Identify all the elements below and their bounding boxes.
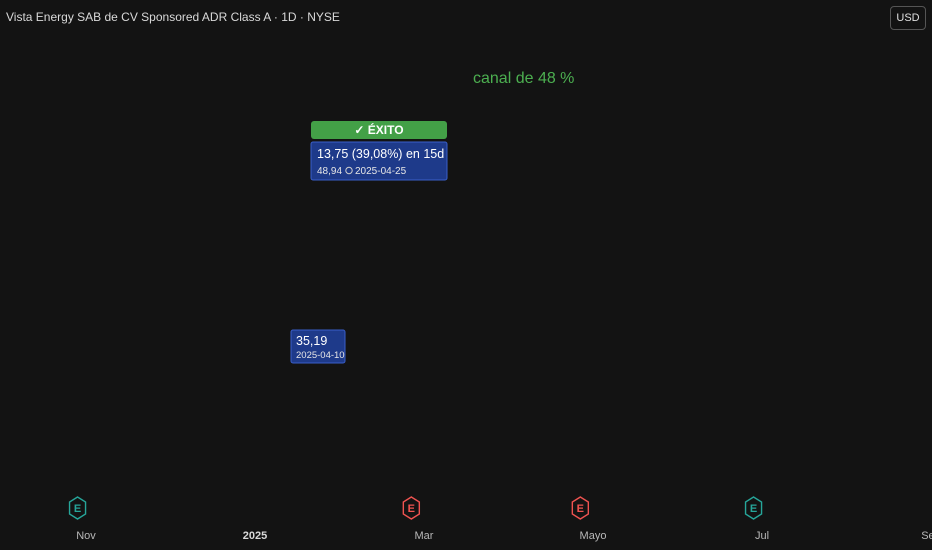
low-box [290,329,346,364]
x-tick-label: Sep [921,530,932,542]
x-tick-label: 2025 [243,530,267,542]
x-tick-label: Nov [76,530,96,542]
earnings-marker-label: E [577,503,584,515]
earnings-marker-label: E [750,503,757,515]
earnings-marker-label: E [408,503,415,515]
x-tick-label: Mayo [580,530,607,542]
low-value: 35,19 [296,334,327,348]
earnings-markers: EEEEE [68,496,763,520]
measure-box [310,141,448,181]
currency-button[interactable]: USD [890,6,926,30]
high-value: 48,94 [317,166,342,177]
channel-label: canal de 48 % [473,70,574,87]
clock-icon [345,166,353,175]
x-tick-label: Jul [755,530,769,542]
success-badge-label: ✓ ÉXITO [354,122,403,137]
earnings-marker-icon [68,496,87,520]
x-axis: Nov2025MarMayoJulSepNov2026MarMayo [76,530,932,542]
x-tick-label: Mar [415,530,434,542]
earnings-marker-label: E [74,503,81,515]
measure-text: 13,75 (39,08%) en 15d [317,147,444,161]
earnings-marker-icon [571,496,590,520]
chart-title: Vista Energy SAB de CV Sponsored ADR Cla… [6,10,340,24]
high-date: 2025-04-25 [355,166,407,177]
earnings-marker-icon [744,496,763,520]
measure-annotation: ✓ ÉXITO 13,75 (39,08%) en 15d 48,94 2025-04… [290,121,448,364]
earnings-marker-icon [402,496,421,520]
low-date: 2025-04-10 [296,350,345,361]
success-badge [311,121,447,139]
